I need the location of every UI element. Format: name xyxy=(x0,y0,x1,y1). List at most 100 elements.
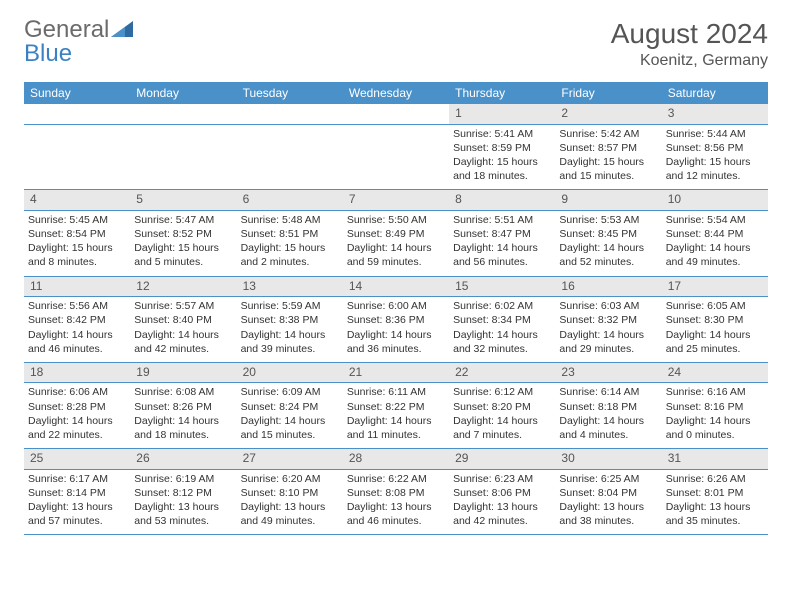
sunrise-line: Sunrise: 6:05 AM xyxy=(666,299,764,313)
week-detail-row: Sunrise: 6:17 AMSunset: 8:14 PMDaylight:… xyxy=(24,469,768,535)
daylight-line: Daylight: 15 hours and 15 minutes. xyxy=(559,155,657,183)
daylight-line: Daylight: 13 hours and 35 minutes. xyxy=(666,500,764,528)
daylight-line: Daylight: 14 hours and 22 minutes. xyxy=(28,414,126,442)
day-detail-cell: Sunrise: 6:14 AMSunset: 8:18 PMDaylight:… xyxy=(555,383,661,449)
daylight-line: Daylight: 14 hours and 4 minutes. xyxy=(559,414,657,442)
daylight-line: Daylight: 13 hours and 42 minutes. xyxy=(453,500,551,528)
daylight-line: Daylight: 13 hours and 53 minutes. xyxy=(134,500,232,528)
day-header: Saturday xyxy=(662,82,768,104)
day-number-cell: 15 xyxy=(449,276,555,297)
day-detail-cell: Sunrise: 5:54 AMSunset: 8:44 PMDaylight:… xyxy=(662,210,768,276)
sunset-line: Sunset: 8:52 PM xyxy=(134,227,232,241)
day-number-cell: 16 xyxy=(555,276,661,297)
daylight-line: Daylight: 14 hours and 49 minutes. xyxy=(666,241,764,269)
title-block: August 2024 Koenitz, Germany xyxy=(611,18,768,70)
daylight-line: Daylight: 15 hours and 12 minutes. xyxy=(666,155,764,183)
day-detail-cell: Sunrise: 6:16 AMSunset: 8:16 PMDaylight:… xyxy=(662,383,768,449)
day-number: 25 xyxy=(24,449,130,469)
daylight-line: Daylight: 14 hours and 7 minutes. xyxy=(453,414,551,442)
day-number: 5 xyxy=(130,190,236,210)
sunset-line: Sunset: 8:57 PM xyxy=(559,141,657,155)
day-header: Friday xyxy=(555,82,661,104)
day-detail-cell: Sunrise: 5:51 AMSunset: 8:47 PMDaylight:… xyxy=(449,210,555,276)
sunset-line: Sunset: 8:08 PM xyxy=(347,486,445,500)
day-number-cell: 9 xyxy=(555,190,661,211)
sunset-line: Sunset: 8:36 PM xyxy=(347,313,445,327)
day-number: 27 xyxy=(237,449,343,469)
sunrise-line: Sunrise: 6:02 AM xyxy=(453,299,551,313)
day-number: 21 xyxy=(343,363,449,383)
sunset-line: Sunset: 8:10 PM xyxy=(241,486,339,500)
day-number-cell xyxy=(24,104,130,124)
daylight-line: Daylight: 14 hours and 52 minutes. xyxy=(559,241,657,269)
day-number: 8 xyxy=(449,190,555,210)
sunrise-line: Sunrise: 5:42 AM xyxy=(559,127,657,141)
day-detail-cell: Sunrise: 5:42 AMSunset: 8:57 PMDaylight:… xyxy=(555,124,661,190)
day-header: Wednesday xyxy=(343,82,449,104)
day-detail-cell: Sunrise: 5:48 AMSunset: 8:51 PMDaylight:… xyxy=(237,210,343,276)
day-detail-cell: Sunrise: 6:26 AMSunset: 8:01 PMDaylight:… xyxy=(662,469,768,535)
daylight-line: Daylight: 13 hours and 38 minutes. xyxy=(559,500,657,528)
day-detail-cell: Sunrise: 6:00 AMSunset: 8:36 PMDaylight:… xyxy=(343,297,449,363)
day-number-cell: 7 xyxy=(343,190,449,211)
daylight-line: Daylight: 13 hours and 46 minutes. xyxy=(347,500,445,528)
daylight-line: Daylight: 13 hours and 49 minutes. xyxy=(241,500,339,528)
day-number-cell: 31 xyxy=(662,449,768,470)
week-detail-row: Sunrise: 5:45 AMSunset: 8:54 PMDaylight:… xyxy=(24,210,768,276)
daylight-line: Daylight: 14 hours and 15 minutes. xyxy=(241,414,339,442)
day-detail-cell: Sunrise: 6:08 AMSunset: 8:26 PMDaylight:… xyxy=(130,383,236,449)
day-number: 2 xyxy=(555,104,661,124)
day-detail-cell: Sunrise: 5:53 AMSunset: 8:45 PMDaylight:… xyxy=(555,210,661,276)
sunrise-line: Sunrise: 6:11 AM xyxy=(347,385,445,399)
daylight-line: Daylight: 14 hours and 39 minutes. xyxy=(241,328,339,356)
logo: GeneralBlue xyxy=(24,18,133,66)
sunrise-line: Sunrise: 6:06 AM xyxy=(28,385,126,399)
location-title: Koenitz, Germany xyxy=(611,52,768,70)
sunset-line: Sunset: 8:59 PM xyxy=(453,141,551,155)
day-detail-cell: Sunrise: 5:56 AMSunset: 8:42 PMDaylight:… xyxy=(24,297,130,363)
daylight-line: Daylight: 14 hours and 59 minutes. xyxy=(347,241,445,269)
sunset-line: Sunset: 8:18 PM xyxy=(559,400,657,414)
day-detail-cell: Sunrise: 5:45 AMSunset: 8:54 PMDaylight:… xyxy=(24,210,130,276)
day-number: 12 xyxy=(130,277,236,297)
day-number-cell xyxy=(343,104,449,124)
daylight-line: Daylight: 14 hours and 46 minutes. xyxy=(28,328,126,356)
day-number-cell: 6 xyxy=(237,190,343,211)
day-number-cell: 3 xyxy=(662,104,768,124)
day-number-cell: 21 xyxy=(343,362,449,383)
day-number: 19 xyxy=(130,363,236,383)
day-number: 9 xyxy=(555,190,661,210)
day-number-cell: 5 xyxy=(130,190,236,211)
day-number: 3 xyxy=(662,104,768,124)
sunrise-line: Sunrise: 6:09 AM xyxy=(241,385,339,399)
day-detail-cell: Sunrise: 6:19 AMSunset: 8:12 PMDaylight:… xyxy=(130,469,236,535)
day-number-cell: 20 xyxy=(237,362,343,383)
day-number-cell: 29 xyxy=(449,449,555,470)
sunrise-line: Sunrise: 5:44 AM xyxy=(666,127,764,141)
sunrise-line: Sunrise: 6:03 AM xyxy=(559,299,657,313)
day-number: 20 xyxy=(237,363,343,383)
sunset-line: Sunset: 8:32 PM xyxy=(559,313,657,327)
sunrise-line: Sunrise: 5:54 AM xyxy=(666,213,764,227)
daylight-line: Daylight: 14 hours and 18 minutes. xyxy=(134,414,232,442)
sunset-line: Sunset: 8:12 PM xyxy=(134,486,232,500)
day-number: 11 xyxy=(24,277,130,297)
sunset-line: Sunset: 8:38 PM xyxy=(241,313,339,327)
sunset-line: Sunset: 8:22 PM xyxy=(347,400,445,414)
day-number-cell: 26 xyxy=(130,449,236,470)
day-number-cell: 22 xyxy=(449,362,555,383)
day-detail-cell: Sunrise: 6:23 AMSunset: 8:06 PMDaylight:… xyxy=(449,469,555,535)
logo-triangle-icon xyxy=(111,18,133,42)
sunset-line: Sunset: 8:20 PM xyxy=(453,400,551,414)
sunrise-line: Sunrise: 5:48 AM xyxy=(241,213,339,227)
sunset-line: Sunset: 8:49 PM xyxy=(347,227,445,241)
sunset-line: Sunset: 8:01 PM xyxy=(666,486,764,500)
day-detail-cell: Sunrise: 6:09 AMSunset: 8:24 PMDaylight:… xyxy=(237,383,343,449)
week-detail-row: Sunrise: 6:06 AMSunset: 8:28 PMDaylight:… xyxy=(24,383,768,449)
sunset-line: Sunset: 8:26 PM xyxy=(134,400,232,414)
sunrise-line: Sunrise: 6:19 AM xyxy=(134,472,232,486)
sunset-line: Sunset: 8:47 PM xyxy=(453,227,551,241)
day-number: 31 xyxy=(662,449,768,469)
day-detail-cell xyxy=(343,124,449,190)
sunrise-line: Sunrise: 5:51 AM xyxy=(453,213,551,227)
